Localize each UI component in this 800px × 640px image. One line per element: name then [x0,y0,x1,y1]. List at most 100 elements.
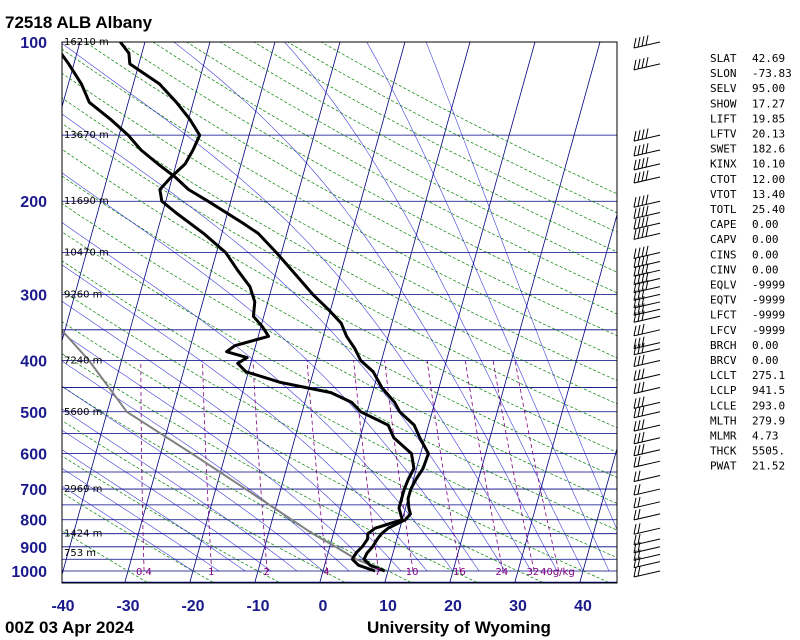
wind-barb [633,549,661,561]
barb-feather [637,158,641,170]
barb-feather [645,279,649,291]
barb-feather [633,383,637,394]
barb-feather [637,130,641,141]
height-label: 5600 m [64,407,102,418]
barb-staff [633,211,661,219]
dry-adiabat [62,48,617,359]
moist-adiabat [62,385,324,572]
index-value: 95.00 [752,82,785,95]
index-value: 12.00 [752,173,785,186]
barb-feather [641,255,645,266]
wind-barb [633,431,661,445]
wind-barb [633,534,661,546]
isotherm [319,42,471,583]
index-value: 17.27 [752,97,785,110]
barb-feather [637,337,641,348]
wind-barb [633,508,661,521]
mixing-ratio-line [492,360,535,572]
barb-staff [633,286,661,294]
barb-feather [633,229,637,240]
barb-feather [637,355,641,366]
index-name: PWAT [710,460,737,473]
parcel-path [62,329,386,572]
index-value: 275.1 [752,369,785,382]
height-label: 11690 m [64,196,109,207]
barb-feather [637,304,641,315]
barb-staff [633,527,661,535]
dry-adiabat [62,260,617,558]
height-label: 13670 m [64,130,109,141]
dry-adiabat [62,492,214,583]
wind-barb [633,216,661,230]
pressure-tick-label: 800 [20,513,47,530]
dry-adiabat [152,42,617,294]
barb-feather [641,129,645,140]
barb-staff [633,41,661,49]
wind-barb [633,336,661,350]
stability-indices: SLAT 42.69 SLON -73.83 SELV 95.00 SHOW 17.27 LIF… [710,52,792,473]
data-source: University of Wyoming [367,618,551,637]
index-value: 10.10 [752,158,785,171]
barb-feather [637,382,641,393]
index-name: THCK [710,445,737,458]
barb-feather [641,264,645,275]
wind-barb [633,245,661,259]
barb-staff [633,222,661,230]
height-label: 1424 m [64,529,102,540]
barb-staff [633,149,661,157]
mixing-ratio-label: 16 [453,567,466,578]
mixing-ratio-line [353,360,379,572]
barb-feather [641,280,645,291]
index-value: 25.40 [752,203,785,216]
barb-feather [637,196,641,207]
wind-barb [633,143,661,157]
barb-feather [637,523,641,534]
barb-staff [633,360,661,367]
moist-adiabat [62,332,376,572]
barb-feather [641,246,645,257]
barb-feather [637,311,641,322]
moist-adiabat [62,300,402,572]
temperature-tick-label: -40 [51,598,74,615]
mixing-ratio-line [252,360,268,572]
barb-feather [641,368,645,379]
dry-adiabat [62,290,609,583]
barb-staff [633,561,661,569]
barb-feather [645,128,649,139]
mixing-ratio-line [384,360,414,572]
isotherm [62,42,211,577]
wind-barb [633,271,661,286]
index-name: TOTL [710,203,737,216]
mixing-ratio-line [514,360,560,572]
index-value: 0.00 [752,263,779,276]
temperature-trace [62,52,430,573]
wind-barb [633,484,661,496]
barb-feather [633,297,637,309]
barb-feather [633,356,637,367]
mixing-ratio-label: 1 [208,567,214,578]
barb-staff [633,308,661,316]
wind-barb [633,541,661,554]
barb-staff [633,315,661,323]
barb-feather [637,218,641,229]
wind-barb [633,456,661,468]
barb-feather [633,325,637,336]
index-value: 0.00 [752,248,779,261]
plot-frame [61,41,618,584]
barb-feather [637,256,641,267]
pressure-tick-label: 500 [20,405,47,422]
barb-feather [633,159,637,171]
barb-feather [637,566,641,577]
index-value: 279.9 [752,414,785,427]
barb-feather [641,310,645,321]
barb-feather [633,274,637,285]
index-name: CTOT [710,173,737,186]
barb-feather [633,471,637,482]
index-value: 182.6 [752,143,785,156]
barb-feather [637,444,641,455]
barb-feather [633,433,637,444]
index-name: MLMR [710,430,737,443]
mixing-ratio-label: 24 [496,567,509,578]
